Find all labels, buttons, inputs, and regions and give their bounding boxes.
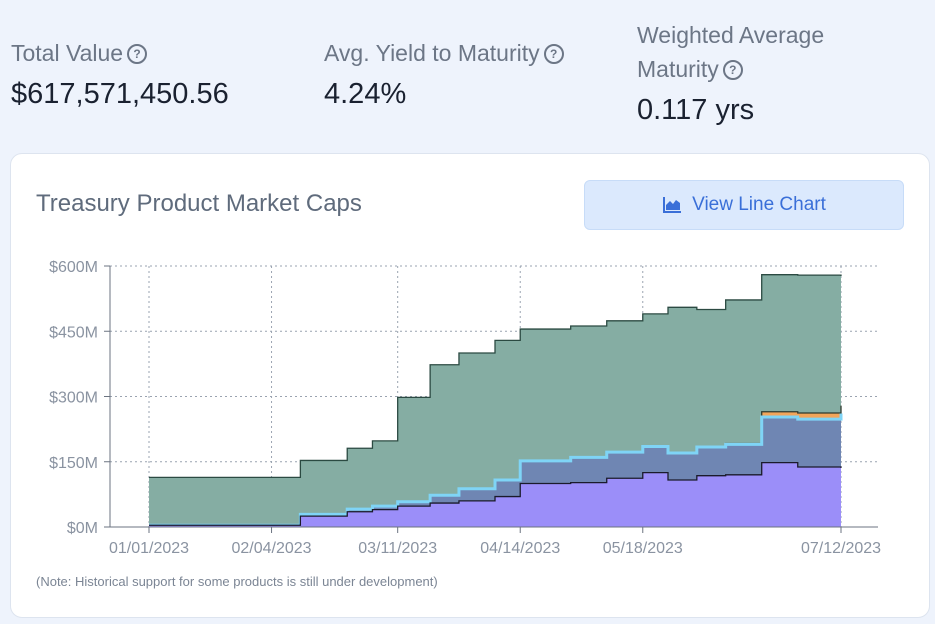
x-tick-label: 05/18/2023 <box>603 540 683 557</box>
x-tick-label: 01/01/2023 <box>109 540 189 557</box>
series-line <box>149 274 842 479</box>
y-tick-label: $600M <box>49 259 98 276</box>
help-icon[interactable]: ? <box>543 44 564 64</box>
total-value: $617,571,450.56 <box>11 78 229 110</box>
help-icon[interactable]: ? <box>722 60 743 80</box>
view-line-chart-label: View Line Chart <box>692 194 826 215</box>
y-tick-label: $300M <box>49 390 98 407</box>
series-line <box>149 461 842 526</box>
avg-yield-stat: Avg. Yield to Maturity? 4.24% <box>324 36 564 112</box>
weighted-maturity-stat: Weighted Average Maturity? 0.117 yrs <box>637 18 824 128</box>
total-value-label: Total Value? <box>11 36 229 70</box>
weighted-maturity-label-line1: Weighted Average <box>637 22 825 48</box>
view-line-chart-button[interactable]: View Line Chart <box>584 180 904 230</box>
y-tick-label: $150M <box>49 455 98 472</box>
series-line <box>149 413 843 527</box>
y-tick-label: $0M <box>67 520 98 537</box>
chart-title: Treasury Product Market Caps <box>36 190 362 217</box>
help-icon[interactable]: ? <box>127 44 148 64</box>
y-tick-label: $450M <box>49 324 98 341</box>
weighted-maturity-value: 0.117 yrs <box>637 94 755 126</box>
area-chart-icon <box>663 197 682 213</box>
x-tick-label: 02/04/2023 <box>232 540 312 557</box>
total-value-stat: Total Value? $617,571,450.56 <box>11 36 229 112</box>
x-tick-label: 07/12/2023 <box>801 540 881 557</box>
x-tick-label: 03/11/2023 <box>358 540 437 557</box>
weighted-maturity-label-line2: Maturity? <box>637 52 824 86</box>
avg-yield-label: Avg. Yield to Maturity? <box>324 36 564 70</box>
chart-note: (Note: Historical support for some produ… <box>36 574 438 589</box>
avg-yield-value: 4.24% <box>324 78 407 110</box>
x-tick-label: 04/14/2023 <box>480 540 560 557</box>
